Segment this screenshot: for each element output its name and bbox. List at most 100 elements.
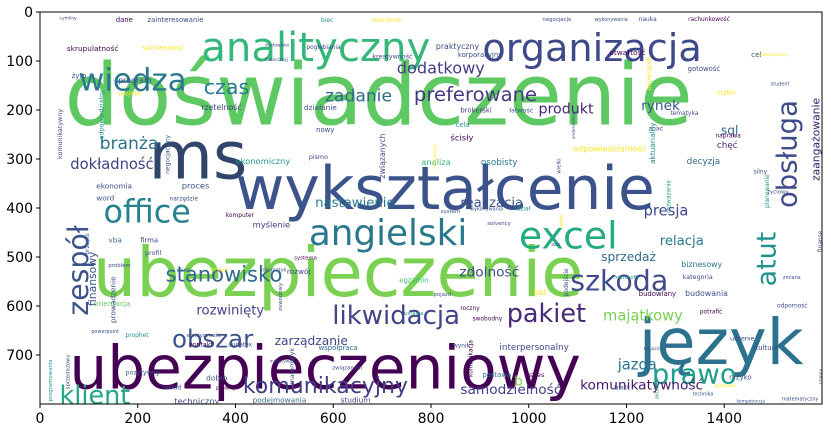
word-65: orientacja: [94, 299, 131, 308]
word-64: współpraca: [319, 344, 358, 352]
word-135: działanie: [304, 103, 337, 112]
word-25: zadanie: [325, 87, 392, 107]
word-161: lekki: [559, 215, 565, 228]
y-tick-label: 600: [6, 299, 33, 315]
word-167: podstawa: [714, 383, 736, 389]
word-140: dane: [116, 16, 133, 24]
word-37: sprzedaż: [601, 250, 656, 264]
word-49: analiza: [421, 157, 451, 167]
word-151: odpowiedzialny: [98, 90, 106, 140]
word-105: komunikacja: [469, 340, 475, 377]
word-156: sas: [551, 242, 560, 248]
word-16: zespół: [62, 224, 95, 316]
word-107: technika: [692, 392, 713, 398]
word-57: rozwój: [287, 267, 311, 276]
word-58: egzamin: [399, 276, 428, 284]
word-101: ustawa: [404, 311, 423, 317]
word-143: tworzenie: [372, 18, 401, 24]
word-134: cela: [455, 121, 469, 129]
word-70: prophet: [126, 333, 150, 339]
word-102: roczny: [460, 306, 480, 312]
word-131: brokerski: [460, 106, 492, 114]
word-74: studium: [341, 396, 371, 405]
word-69: audatex: [228, 343, 252, 349]
y-axis: 0 100 200 300 400 500 600 700: [6, 5, 40, 364]
word-123: szybki: [717, 90, 736, 96]
word-28: dokładność: [70, 156, 153, 173]
word-109: zakład: [162, 385, 181, 391]
word-152: związanych: [378, 133, 387, 178]
word-142: biec: [321, 18, 333, 24]
word-80: kultura: [755, 344, 779, 352]
word-150: negocjacyjny: [166, 135, 172, 174]
word-178: aktuariat: [654, 377, 660, 399]
y-tick-label: 300: [6, 152, 33, 168]
x-tick-label: 1400: [706, 411, 742, 427]
word-168: kompetencja: [736, 399, 765, 405]
y-tick-label: 100: [6, 54, 33, 70]
word-22: komunikacyjny: [243, 374, 408, 399]
word-88: elastyczność: [187, 332, 221, 339]
word-73: podejmowania: [253, 396, 307, 405]
word-118: tematyka: [670, 111, 698, 117]
word-54: vba: [108, 235, 122, 244]
word-43: finansowy: [86, 251, 99, 306]
x-axis: 0 200 400 600 800 1000 1200 1400: [36, 404, 742, 427]
word-157: microsoft: [614, 275, 637, 281]
word-4: język: [637, 306, 804, 380]
word-90: komputer: [226, 213, 255, 219]
word-116: znać: [648, 125, 663, 133]
word-8: angielski: [309, 213, 467, 254]
word-5: ms: [149, 118, 248, 195]
word-78: b: [514, 373, 523, 389]
word-77: stres: [529, 371, 545, 379]
word-82: rozważanie: [666, 179, 672, 212]
word-119: aktuarialny: [648, 122, 657, 164]
word-2: ubezpieczeniowy: [69, 334, 581, 403]
x-tick-label: 800: [418, 411, 445, 427]
word-163: silny: [754, 170, 768, 176]
word-79: ryzyko: [729, 374, 751, 382]
word-122: cel: [751, 50, 762, 59]
word-50: ekonomiczny: [236, 156, 291, 166]
word-84: finanse: [818, 230, 824, 252]
y-tick-label: 400: [6, 201, 33, 217]
word-60: kategoria: [683, 273, 713, 281]
word-96: informatyk: [260, 268, 287, 274]
word-144: pogłębiania: [306, 45, 341, 51]
word-31: zdolność: [459, 265, 519, 281]
word-169: osobowy: [363, 402, 383, 408]
word-66: prowadzenie: [109, 276, 118, 323]
word-159: obowiązek: [645, 56, 653, 90]
word-170: inicjatywa: [270, 358, 293, 364]
word-17: obsługa: [773, 100, 804, 208]
word-34: produkt: [539, 101, 594, 117]
word-20: obszar: [172, 325, 254, 354]
word-44: sql: [721, 124, 739, 138]
word-24: czas: [204, 75, 249, 99]
word-130: korporacyjny: [458, 51, 502, 59]
word-146: pismo: [309, 153, 328, 161]
word-104: wynik: [453, 344, 471, 350]
word-10: office: [104, 193, 191, 231]
word-112: powerpoint: [91, 329, 119, 335]
word-15: prawo: [652, 359, 737, 390]
word-172: cymliny: [60, 15, 78, 21]
word-18: atut: [752, 232, 783, 287]
x-tick-label: 600: [320, 411, 347, 427]
word-19: klient: [60, 381, 131, 411]
word-129: praktyczny: [436, 42, 480, 51]
word-32: rozwinięty: [196, 303, 264, 318]
word-133: ścisły: [451, 132, 474, 142]
word-145: nowy: [316, 126, 334, 134]
word-148: projekt: [118, 89, 141, 97]
word-173: koniecznyj: [265, 57, 288, 63]
word-128: kreatywność: [372, 53, 413, 61]
word-171: myjazd: [644, 346, 660, 352]
word-165: student: [771, 82, 790, 88]
word-72: techniczny: [174, 396, 219, 406]
x-tick-label: 1200: [609, 411, 645, 427]
word-155: podejście: [563, 268, 570, 296]
word-132: łatwość: [509, 106, 534, 114]
word-137: program: [118, 76, 151, 85]
